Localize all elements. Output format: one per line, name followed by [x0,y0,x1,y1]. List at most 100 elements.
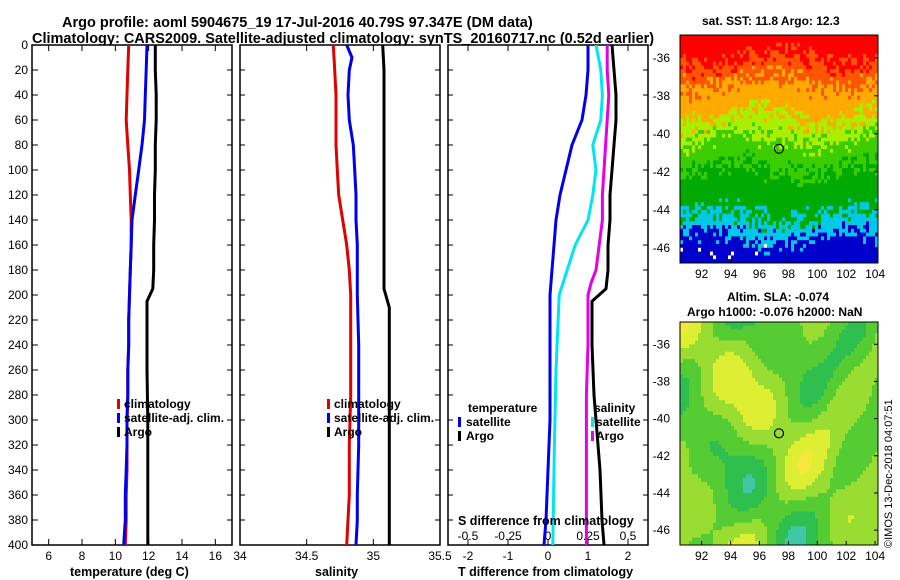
map-cell [869,198,873,203]
map-cell [782,351,786,356]
map-cell [734,359,738,364]
map-cell [815,322,819,327]
map-cell [728,141,732,146]
map-cell [746,88,750,93]
map-cell [857,107,861,112]
map-cell [752,168,756,173]
map-cell [800,118,804,123]
map-cell [728,111,732,116]
map-cell [782,236,786,241]
map-cell [803,336,807,341]
map-cell [764,213,768,218]
map-cell [785,251,789,256]
map-cell [692,61,696,66]
map-cell [686,133,690,138]
map-cell [779,351,783,356]
map-cell [806,111,810,116]
map-cell [806,348,810,353]
map-cell [797,183,801,188]
map-cell [866,160,870,165]
map-cell [866,156,870,161]
map-cell [863,322,867,327]
map-cell [809,228,813,233]
map-cell [845,65,849,70]
map-cell [731,217,735,222]
map-cell [767,61,771,66]
map-cell [683,114,687,119]
map-cell [713,194,717,199]
map-cell [725,198,729,203]
map-cell [833,336,837,341]
map-cell [803,111,807,116]
map-cell [779,355,783,360]
map-cell [788,103,792,108]
map-cell [731,340,735,345]
map-cell [746,209,750,214]
map-cell [866,73,870,78]
map-cell [770,359,774,364]
map-cell [842,344,846,349]
map-cell [689,183,693,188]
map-cell [872,69,876,74]
map-cell [827,228,831,233]
map-cell [737,69,741,74]
map-cell [737,145,741,150]
map-cell [740,54,744,59]
map-cell [734,255,738,260]
map-cell [836,244,840,249]
map-cell [749,202,753,207]
map-cell [848,194,852,199]
map-cell [791,325,795,330]
map-cell [737,322,741,327]
map-cell [794,54,798,59]
map-cell [707,340,711,345]
depth-tick-label: 380 [8,513,28,527]
map-cell [737,35,741,40]
map-cell [818,145,822,150]
map-cell [821,145,825,150]
map-cell [749,152,753,157]
map-cell [680,221,684,226]
map-cell [683,209,687,214]
map-cell [869,50,873,55]
map-cell [743,92,747,97]
map-cell [692,259,696,264]
map-cell [809,344,813,349]
map-cell [827,221,831,226]
map-cell [803,141,807,146]
map-y-tick-label: -46 [653,241,671,255]
map-cell [761,221,765,226]
map-cell [812,76,816,81]
map-cell [788,111,792,116]
map-cell [770,164,774,169]
map-cell [776,65,780,70]
map-cell [740,244,744,249]
map-cell [821,111,825,116]
map-cell [752,236,756,241]
map-cell [815,232,819,237]
map-cell [857,355,861,360]
map-cell [734,73,738,78]
map-cell [758,333,762,338]
map-cell [707,141,711,146]
map-cell [722,141,726,146]
map-cell [800,183,804,188]
map-cell [809,38,813,43]
map-cell [848,54,852,59]
map-cell [698,111,702,116]
map-cell [776,351,780,356]
map-cell [857,202,861,207]
map-cell [764,340,768,345]
map-cell [725,213,729,218]
map-cell [689,259,693,264]
map-cell [842,111,846,116]
series-line-argo [590,44,618,546]
map-cell [851,355,855,360]
map-cell [704,99,708,104]
map-cell [839,69,843,74]
map-cell [785,244,789,249]
map-cell [875,225,879,230]
map-cell [740,247,744,252]
map-cell [848,76,852,81]
map-cell [704,255,708,260]
